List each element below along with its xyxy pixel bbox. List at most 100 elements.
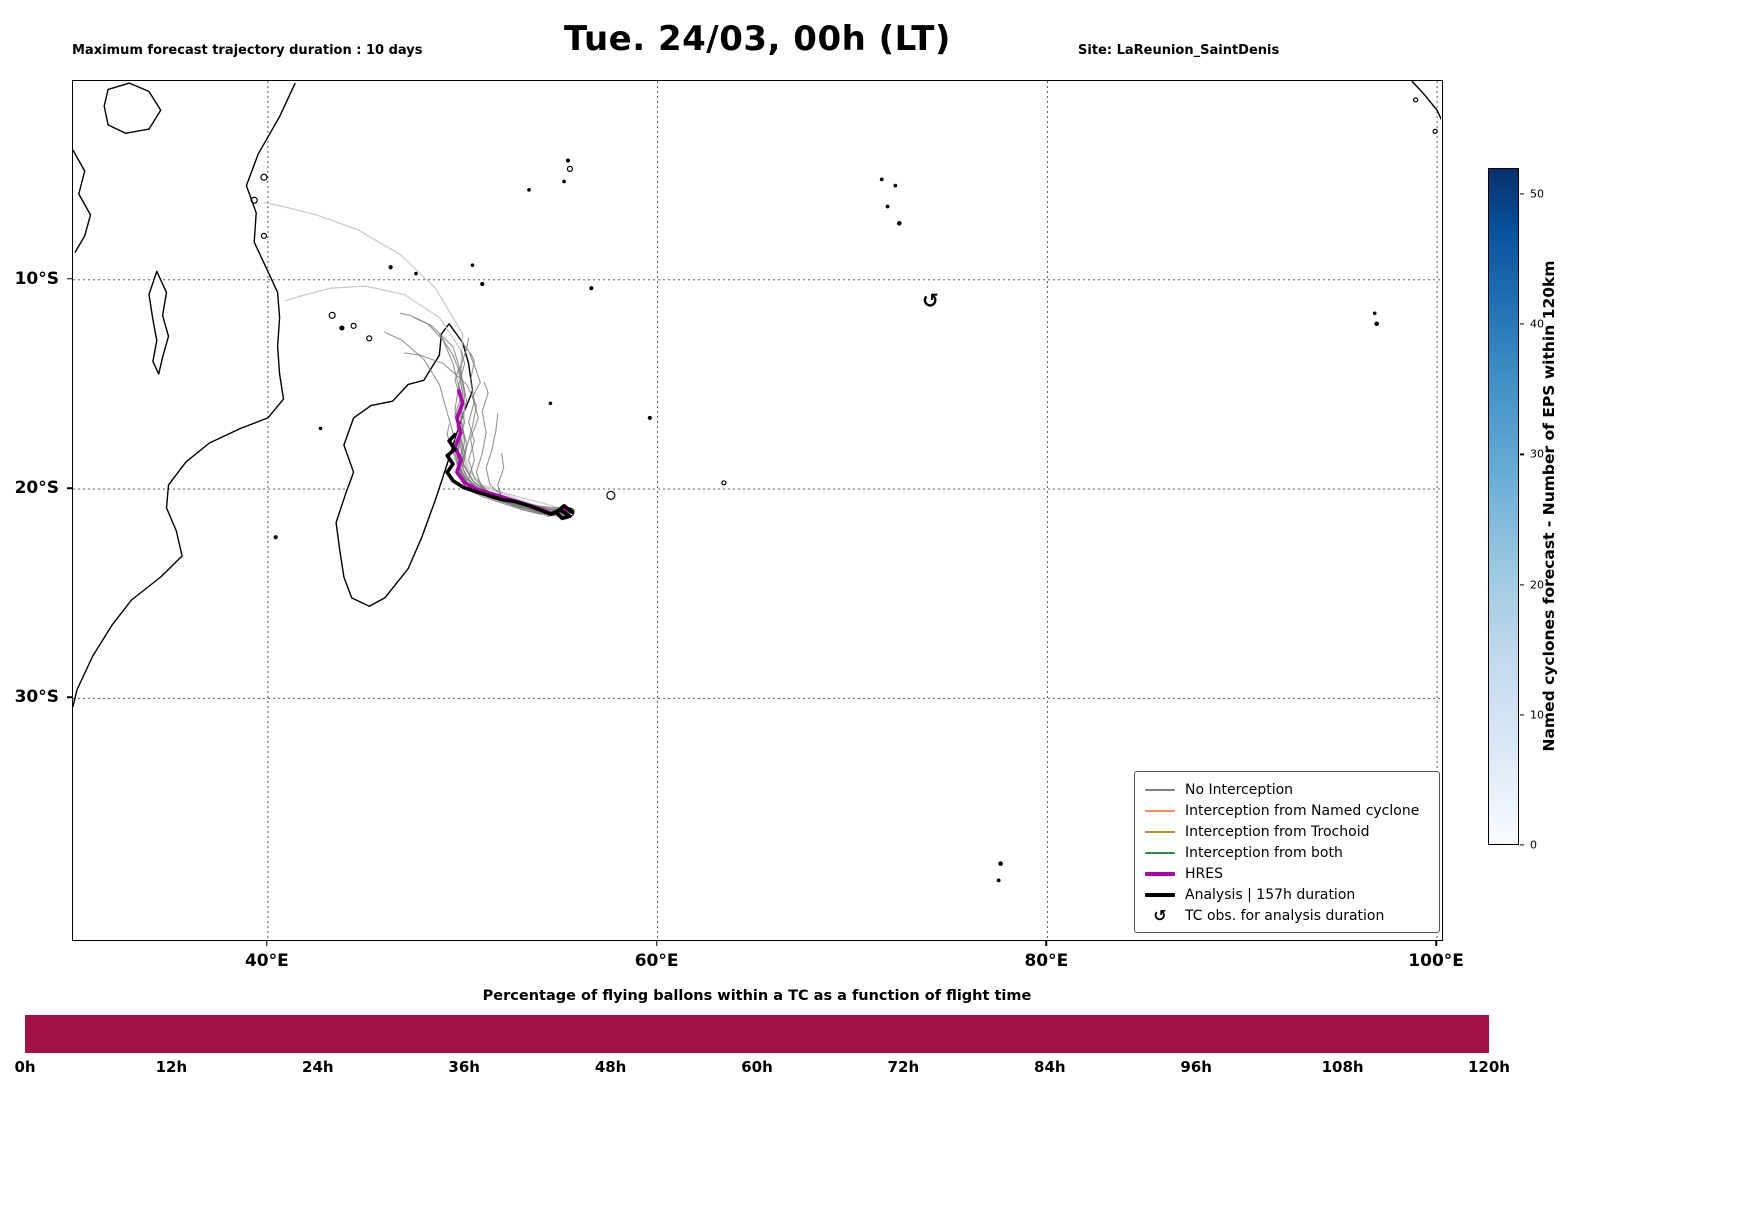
island [318, 426, 323, 431]
legend-label: Interception from Trochoid [1185, 823, 1370, 840]
island [1374, 321, 1379, 327]
y-axis-ticks: 10°S 20°S 30°S [0, 80, 72, 941]
x-axis-ticks: 40°E 60°E 80°E 100°E [72, 941, 1464, 975]
colorbar [1488, 168, 1519, 845]
flight-time-tick-label: 24h [302, 1058, 334, 1076]
colorbar-tick-mark [1520, 323, 1524, 325]
coastline-lake-victoria [103, 82, 162, 134]
tc-obs-symbol: ↺ [922, 289, 939, 313]
y-tick-mark [67, 696, 72, 699]
island [350, 322, 357, 329]
island [339, 325, 345, 331]
island [527, 188, 531, 192]
y-tick-label: 20°S [14, 478, 59, 499]
line-swatch [1145, 809, 1175, 812]
flight-time-tick-label: 36h [448, 1058, 480, 1076]
legend-item-both: Interception from both [1145, 842, 1429, 863]
map-panel: ↺ No Interception Interception from Name… [72, 80, 1443, 941]
island [366, 335, 373, 342]
island [998, 861, 1003, 866]
coastline-lake-tanganyika [73, 149, 92, 253]
x-tick-mark [655, 941, 658, 946]
flight-time-tick-label: 60h [741, 1058, 773, 1076]
legend-label: Interception from Named cyclone [1185, 802, 1420, 819]
colorbar-label: Named cyclones forecast - Number of EPS … [1540, 260, 1558, 752]
island [885, 204, 890, 209]
island [1413, 97, 1419, 103]
island [1372, 311, 1377, 316]
island [388, 265, 393, 270]
track-analysis [445, 432, 574, 521]
island [273, 535, 278, 540]
colorbar-tick-mark [1520, 584, 1524, 586]
x-tick-label: 80°E [1024, 951, 1069, 971]
island [565, 158, 571, 163]
island [260, 173, 268, 181]
island [896, 221, 902, 226]
legend-item-no-interception: No Interception [1145, 779, 1429, 800]
island [562, 179, 566, 184]
flight-time-tick-label: 12h [155, 1058, 188, 1076]
legend-label: Interception from both [1185, 844, 1343, 861]
legend-label: No Interception [1185, 781, 1294, 798]
colorbar-tick-mark [1520, 453, 1524, 456]
x-tick-mark [1435, 941, 1437, 946]
flight-time-tick-label: 84h [1034, 1058, 1066, 1076]
island [260, 232, 268, 239]
flight-time-tick-label: 0h [14, 1058, 36, 1076]
percentage-bar [25, 1015, 1489, 1053]
line-swatch [1145, 851, 1175, 854]
island [548, 401, 553, 406]
coastline-africa-east-coast [73, 82, 296, 707]
strip-chart-title: Percentage of flying ballons within a TC… [482, 988, 1032, 1004]
legend-item-tc-obs: ↺ TC obs. for analysis duration [1145, 905, 1429, 926]
colorbar-tick-label: 40 [1530, 317, 1544, 331]
colorbar-tick-label: 20 [1530, 578, 1544, 592]
colorbar-tick-label: 50 [1530, 187, 1544, 201]
legend-item-analysis: Analysis | 157h duration [1145, 884, 1429, 905]
coastline-lake-malawi [148, 270, 170, 375]
cyclone-obs-icon: ↺ [1153, 905, 1167, 925]
legend-label: TC obs. for analysis duration [1185, 907, 1385, 924]
line-swatch [1145, 892, 1175, 897]
y-tick-mark [67, 487, 72, 489]
colorbar-ticks: 0 10 20 30 40 50 [1520, 168, 1564, 852]
legend-item-hres: HRES [1145, 863, 1429, 884]
colorbar-tick-label: 10 [1530, 708, 1544, 722]
line-swatch [1145, 788, 1175, 791]
track-eps-no-interception [456, 337, 573, 515]
island [480, 281, 485, 287]
island [414, 271, 418, 276]
island [470, 263, 475, 267]
figure-title: Tue. 24/03, 00h (LT) [564, 19, 951, 59]
island [328, 311, 336, 319]
y-tick-mark [67, 278, 72, 280]
island [566, 165, 574, 172]
island [721, 480, 727, 486]
island [879, 177, 884, 182]
line-swatch [1145, 830, 1175, 833]
colorbar-tick-label: 0 [1530, 838, 1537, 852]
colorbar-tick-label: 30 [1530, 447, 1544, 461]
x-tick-label: 100°E [1408, 951, 1464, 971]
strip-bar-area [25, 1015, 1489, 1053]
flight-time-tick-label: 120h [1468, 1058, 1510, 1076]
island [893, 183, 898, 188]
info-line-site: Site: LaReunion_SaintDenis [1078, 42, 1280, 58]
x-tick-mark [266, 941, 268, 946]
legend-label: Analysis | 157h duration [1185, 886, 1356, 903]
island [589, 286, 594, 291]
island [606, 490, 616, 500]
y-tick-label: 10°S [14, 268, 59, 289]
x-tick-label: 40°E [244, 951, 289, 971]
coastline-sumatra-coast [1411, 81, 1441, 121]
flight-time-tick-label: 108h [1321, 1058, 1364, 1076]
flight-time-tick-label: 72h [887, 1058, 920, 1076]
flight-time-tick-label: 96h [1180, 1058, 1212, 1076]
island [1432, 128, 1438, 134]
legend-item-trochoid: Interception from Trochoid [1145, 821, 1429, 842]
flight-time-tick-label: 48h [594, 1058, 627, 1076]
island [647, 415, 652, 421]
y-tick-label: 30°S [14, 687, 59, 708]
x-tick-mark [1045, 941, 1048, 946]
